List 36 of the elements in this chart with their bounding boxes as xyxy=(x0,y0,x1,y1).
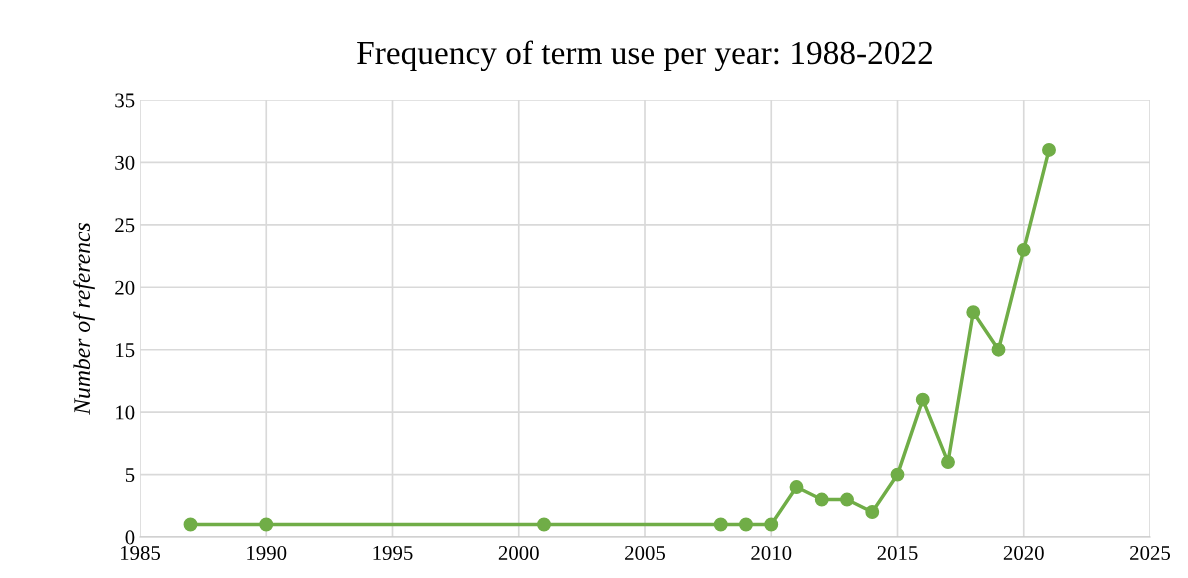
point xyxy=(1016,242,1031,257)
y-axis-title: Number of referencs xyxy=(73,223,95,415)
point xyxy=(814,492,829,507)
point xyxy=(915,392,930,407)
y-tick-label: 5 xyxy=(125,468,135,482)
point xyxy=(713,517,728,532)
point xyxy=(966,305,981,320)
point xyxy=(183,517,198,532)
y-tick-label: 20 xyxy=(115,280,135,295)
y-tick-label: 30 xyxy=(115,155,135,170)
point xyxy=(1042,142,1056,157)
x-tick-label: 2005 xyxy=(625,545,666,560)
point xyxy=(890,467,905,482)
point xyxy=(739,517,753,532)
point xyxy=(764,517,779,532)
x-tick-label: 2025 xyxy=(1130,545,1171,560)
point xyxy=(991,342,1006,357)
x-tick-label: 2015 xyxy=(877,545,918,560)
x-tick-label: 2000 xyxy=(498,545,539,560)
point xyxy=(840,492,854,507)
point xyxy=(789,480,804,495)
y-tick-label: 15 xyxy=(116,343,135,358)
x-tick-label: 1990 xyxy=(247,545,287,560)
x-tick-label: 1995 xyxy=(373,545,413,560)
point xyxy=(537,517,551,532)
y-tick-label: 25 xyxy=(115,218,135,233)
point xyxy=(865,505,880,519)
point xyxy=(941,455,955,470)
chart-title: Frequency of term use per year: 1988-2022 xyxy=(357,40,932,72)
point xyxy=(259,517,274,532)
y-tick-label: 0 xyxy=(125,530,135,545)
y-tick-label: 35 xyxy=(115,93,135,108)
x-tick-label: 2010 xyxy=(751,545,792,560)
y-tick-label: 10 xyxy=(116,405,135,420)
x-tick-label: 2020 xyxy=(1003,545,1044,560)
x-tick-label: 1985 xyxy=(121,545,161,560)
